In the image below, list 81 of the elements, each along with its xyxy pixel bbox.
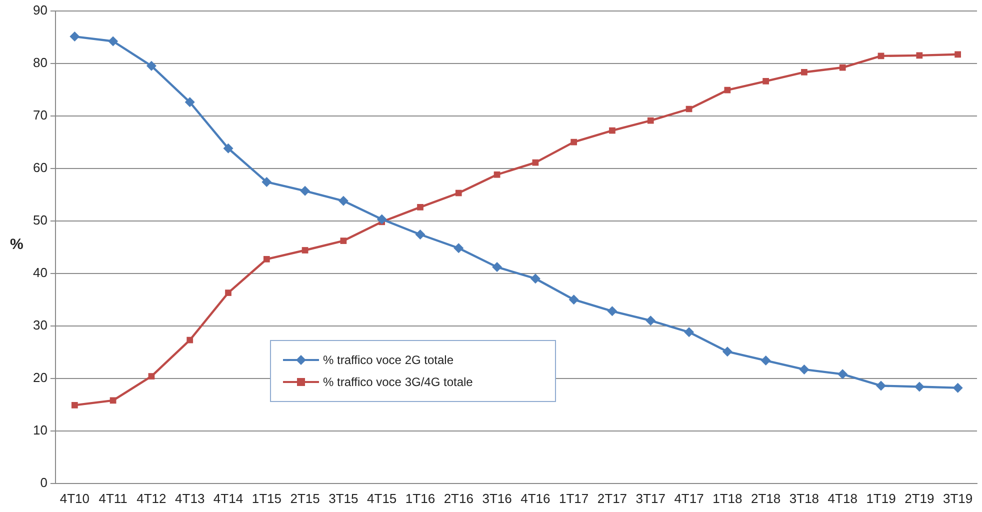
point <box>916 52 923 59</box>
x-tick-label: 1T19 <box>866 490 896 506</box>
point <box>454 243 464 254</box>
point <box>607 306 618 316</box>
x-tick-label: 3T19 <box>942 490 973 506</box>
point <box>340 238 347 244</box>
point <box>108 36 118 46</box>
y-tick-label: 0 <box>40 474 48 490</box>
point <box>684 327 694 338</box>
point <box>760 356 771 366</box>
y-tick-label: 20 <box>32 370 48 385</box>
point <box>876 380 886 391</box>
point <box>954 51 961 58</box>
point <box>225 290 232 296</box>
point <box>799 364 810 374</box>
x-tick-label: 4T16 <box>520 490 550 506</box>
point <box>839 64 846 71</box>
point <box>302 247 308 254</box>
point <box>415 230 426 240</box>
point <box>532 159 539 166</box>
point <box>570 138 578 146</box>
point <box>762 78 769 84</box>
point <box>455 190 462 196</box>
y-tick-label: 60 <box>32 160 48 175</box>
x-tick-label: 3T15 <box>328 490 358 506</box>
x-tick-label: 1T18 <box>712 490 742 506</box>
point <box>71 402 78 408</box>
y-tick-label: 10 <box>32 422 48 438</box>
point <box>801 69 808 76</box>
x-tick-label: 4T13 <box>175 490 205 506</box>
point <box>262 176 272 187</box>
y-tick-label: 30 <box>32 317 48 332</box>
y-tick-label: 40 <box>32 264 48 280</box>
x-tick-label: 4T15 <box>367 490 397 506</box>
x-tick-label: 4T14 <box>213 490 244 506</box>
point <box>724 86 731 94</box>
x-tick-label: 3T17 <box>636 490 666 506</box>
point <box>914 382 924 392</box>
legend-label: % traffico voce 3G/4G totale <box>323 375 473 389</box>
x-tick-label: 4T18 <box>828 490 858 506</box>
x-tick-label: 1T15 <box>252 490 282 506</box>
point <box>492 262 502 272</box>
x-tick-label: 4T10 <box>60 490 90 506</box>
point <box>494 171 500 178</box>
x-tick-label: 3T16 <box>482 490 512 506</box>
point <box>338 196 348 206</box>
x-tick-label: 2T18 <box>750 490 781 506</box>
y-tick-label: 50 <box>32 212 48 228</box>
point <box>609 127 616 134</box>
point <box>647 117 654 124</box>
point <box>952 382 963 393</box>
point <box>838 369 848 380</box>
x-tick-label: 2T17 <box>597 490 628 506</box>
point <box>184 97 195 108</box>
point <box>417 204 424 210</box>
point <box>70 32 80 42</box>
y-axis-title: % <box>10 236 24 253</box>
point <box>186 336 194 344</box>
point <box>148 373 155 380</box>
point <box>146 60 156 71</box>
point <box>646 316 656 326</box>
point <box>223 143 234 154</box>
legend-label: % traffico voce 2G totale <box>323 353 454 367</box>
x-tick-label: 4T12 <box>136 490 166 506</box>
x-tick-label: 1T17 <box>559 490 589 506</box>
x-tick-label: 2T19 <box>904 490 934 506</box>
x-tick-label: 3T18 <box>789 490 820 506</box>
x-tick-label: 1T16 <box>405 490 436 506</box>
point <box>568 294 579 305</box>
point <box>263 256 270 262</box>
y-tick-label: 80 <box>32 54 48 70</box>
point <box>376 214 387 224</box>
point <box>530 274 540 284</box>
x-tick-label: 4T11 <box>98 490 128 506</box>
point <box>722 346 732 357</box>
y-tick-label: 70 <box>32 107 48 122</box>
x-tick-label: 4T17 <box>674 490 704 506</box>
y-tick-label: 90 <box>32 2 48 18</box>
point <box>300 186 310 196</box>
x-tick-label: 2T16 <box>444 490 474 506</box>
x-tick-label: 2T15 <box>290 490 320 506</box>
